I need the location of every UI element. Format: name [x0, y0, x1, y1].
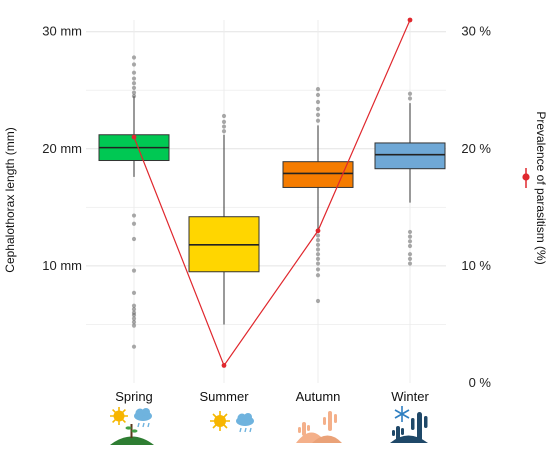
- outlier-point: [315, 99, 321, 105]
- boxplots: [98, 55, 446, 349]
- outlier-point: [221, 124, 227, 129]
- outlier-point: [315, 261, 321, 266]
- summer-icons: [210, 411, 254, 433]
- outlier-point: [131, 303, 137, 308]
- autumn-icons: [296, 411, 342, 443]
- outlier-point: [131, 81, 137, 86]
- outlier-point: [407, 252, 413, 257]
- rain-cloud-icon: [236, 413, 254, 433]
- outlier-point: [315, 92, 321, 98]
- right-tick-label: 30 %: [461, 24, 491, 39]
- outlier-point: [131, 236, 137, 242]
- outlier-point: [407, 96, 413, 101]
- outlier-point: [315, 252, 321, 257]
- outlier-point: [131, 90, 137, 95]
- outlier-point: [407, 229, 413, 235]
- spring-icons: [110, 407, 154, 445]
- outlier-point: [131, 85, 137, 91]
- outlier-point: [315, 273, 321, 278]
- right-tick-label: 20 %: [461, 141, 491, 156]
- outlier-point: [407, 91, 413, 96]
- boxplot-winter: [374, 91, 446, 266]
- outlier-point: [131, 344, 137, 349]
- boxplot-summer: [188, 113, 260, 325]
- outlier-point: [131, 55, 137, 60]
- prevalence-point: [221, 363, 227, 368]
- outlier-point: [131, 94, 137, 99]
- outlier-point: [131, 76, 137, 81]
- outlier-point: [407, 243, 413, 249]
- outlier-point: [315, 238, 321, 243]
- outlier-point: [407, 256, 413, 261]
- left-axis: 10 mm 20 mm 30 mm: [42, 24, 82, 273]
- outlier-point: [131, 290, 137, 295]
- prevalence-line: [133, 19, 411, 367]
- sun-icon: [110, 407, 128, 425]
- snowflake-icon: [394, 406, 410, 422]
- outlier-point: [131, 316, 137, 321]
- outlier-point: [315, 86, 321, 92]
- outlier-point: [221, 119, 227, 124]
- category-label: Winter: [391, 389, 429, 404]
- outlier-point: [131, 62, 137, 67]
- outlier-point: [315, 298, 321, 304]
- box: [374, 142, 446, 170]
- dark-cactus-icon: [390, 412, 428, 443]
- category-label: Summer: [199, 389, 249, 404]
- outlier-point: [131, 307, 137, 312]
- outlier-point: [315, 118, 321, 123]
- boxplot-autumn: [282, 86, 354, 304]
- outlier-point: [131, 323, 137, 328]
- right-axis-title: Prevalence of parasitism (%): [534, 111, 548, 264]
- prevalence-point: [131, 134, 137, 140]
- sun-icon: [210, 411, 230, 431]
- right-legend-key: [522, 168, 530, 188]
- legend-key-point: [522, 173, 530, 181]
- outlier-point: [131, 221, 137, 226]
- category-labels: Spring Summer Autumn Winter: [115, 389, 429, 404]
- right-axis: 0 % 10 % 20 % 30 %: [461, 24, 491, 390]
- outlier-point: [315, 247, 321, 252]
- outlier-point: [131, 268, 137, 273]
- outlier-point: [315, 242, 321, 247]
- green-hill-plant-icon: [110, 424, 154, 445]
- outlier-point: [407, 239, 413, 244]
- outlier-point: [131, 312, 137, 318]
- category-label: Spring: [115, 389, 153, 404]
- prevalence-point: [315, 228, 321, 234]
- outlier-point: [315, 267, 321, 272]
- right-tick-label: 10 %: [461, 258, 491, 273]
- prevalence-point: [407, 17, 413, 23]
- left-tick-label: 30 mm: [42, 24, 82, 39]
- winter-icons: [390, 406, 428, 443]
- right-tick-label: 0 %: [469, 375, 492, 390]
- outlier-point: [131, 70, 137, 75]
- outlier-point: [221, 129, 227, 134]
- outlier-point: [407, 261, 413, 266]
- outlier-point: [315, 233, 321, 238]
- outlier-point: [407, 234, 413, 239]
- rain-cloud-icon: [134, 408, 152, 428]
- category-label: Autumn: [296, 389, 341, 404]
- desert-dunes-cactus-icon: [296, 411, 342, 443]
- outlier-point: [315, 106, 321, 112]
- outlier-point: [131, 213, 137, 218]
- outlier-point: [315, 112, 321, 117]
- grid: [86, 20, 446, 383]
- outlier-point: [221, 113, 227, 119]
- outlier-point: [131, 320, 137, 325]
- outlier-point: [315, 256, 321, 261]
- left-axis-title: Cephalothorax length (mm): [3, 127, 17, 272]
- left-tick-label: 20 mm: [42, 141, 82, 156]
- prevalence-series: [131, 17, 413, 368]
- box: [282, 161, 354, 188]
- left-tick-label: 10 mm: [42, 258, 82, 273]
